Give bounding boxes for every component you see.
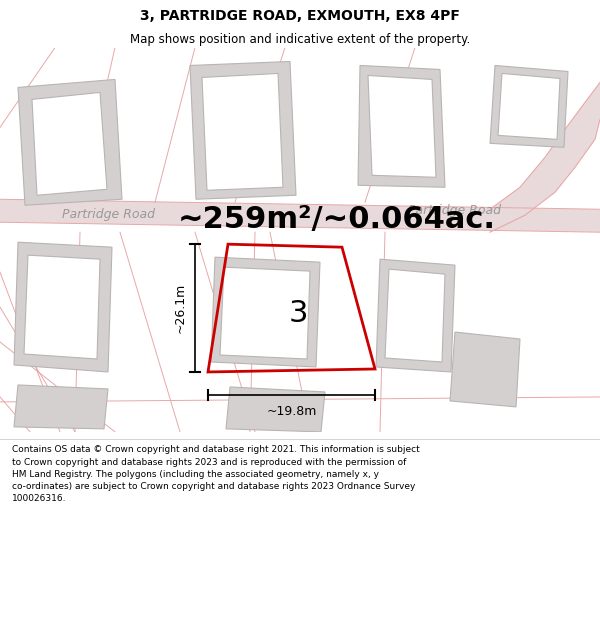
Polygon shape	[450, 332, 520, 407]
Polygon shape	[211, 257, 320, 367]
Polygon shape	[226, 387, 325, 432]
Polygon shape	[376, 259, 455, 372]
Text: Partridge Road: Partridge Road	[62, 208, 155, 221]
Polygon shape	[490, 66, 568, 148]
Polygon shape	[18, 79, 122, 205]
Polygon shape	[24, 255, 100, 359]
Text: ~259m²/~0.064ac.: ~259m²/~0.064ac.	[178, 205, 496, 234]
Polygon shape	[498, 74, 560, 139]
Text: ~19.8m: ~19.8m	[266, 405, 317, 418]
Text: ~26.1m: ~26.1m	[174, 283, 187, 333]
Text: Map shows position and indicative extent of the property.: Map shows position and indicative extent…	[130, 33, 470, 46]
Polygon shape	[358, 66, 445, 188]
Text: Partridge Road: Partridge Road	[408, 204, 501, 217]
Polygon shape	[32, 92, 107, 195]
Polygon shape	[368, 76, 436, 178]
Polygon shape	[190, 61, 296, 199]
Text: 3: 3	[289, 299, 308, 328]
Text: 3, PARTRIDGE ROAD, EXMOUTH, EX8 4PF: 3, PARTRIDGE ROAD, EXMOUTH, EX8 4PF	[140, 9, 460, 24]
Polygon shape	[490, 82, 600, 232]
Polygon shape	[220, 267, 310, 359]
Polygon shape	[202, 74, 283, 190]
Text: Contains OS data © Crown copyright and database right 2021. This information is : Contains OS data © Crown copyright and d…	[12, 446, 420, 503]
Polygon shape	[0, 199, 600, 232]
Polygon shape	[385, 269, 445, 362]
Polygon shape	[14, 385, 108, 429]
Polygon shape	[14, 242, 112, 372]
